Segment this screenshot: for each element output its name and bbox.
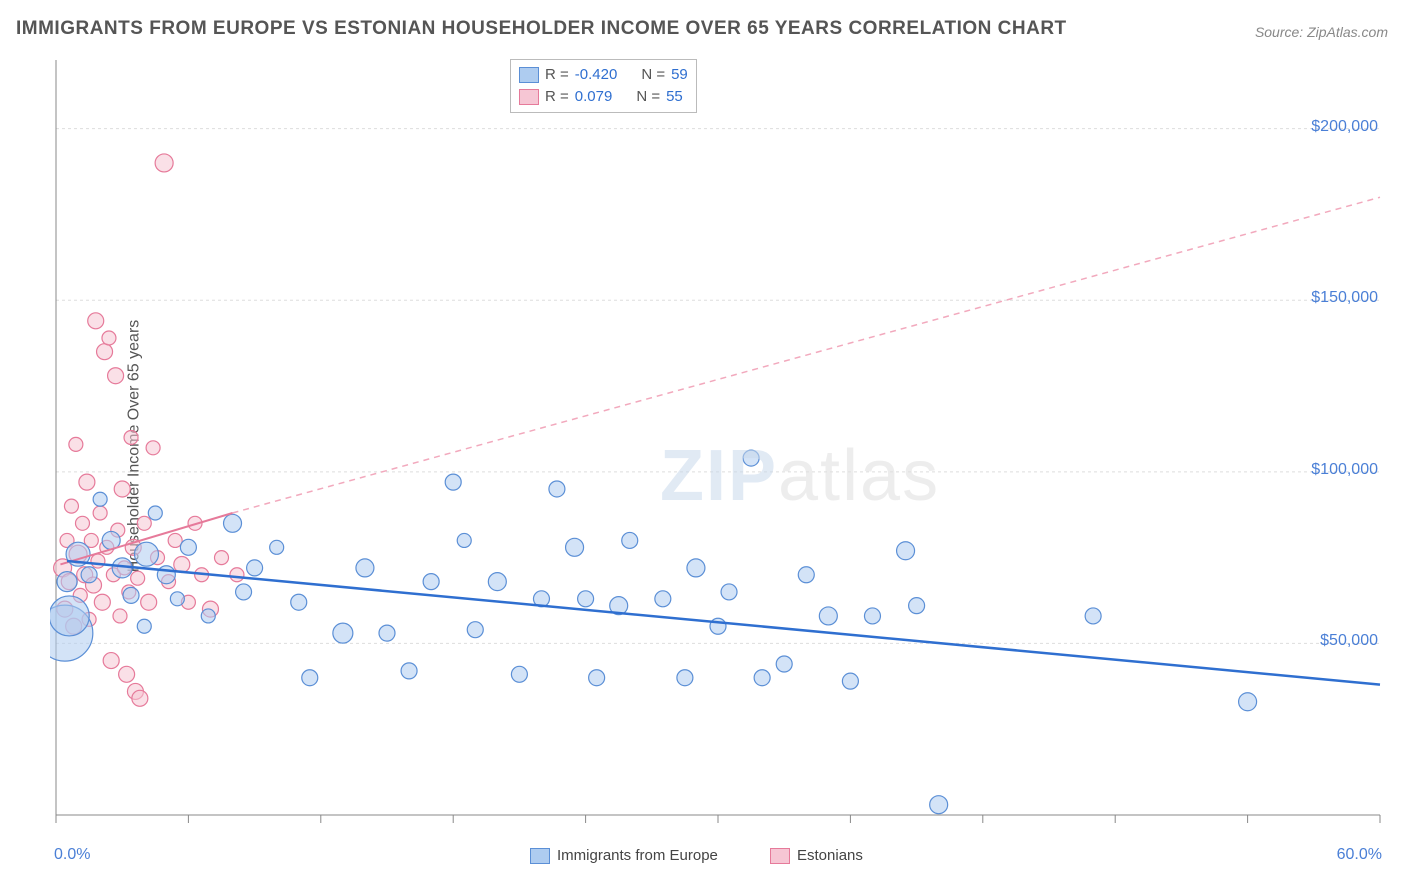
n-value: 59	[671, 64, 688, 86]
y-tick-label: $150,000	[1311, 289, 1378, 307]
n-label: N =	[636, 86, 660, 108]
legend-stats: R = -0.420 N = 59 R = 0.079 N = 55	[510, 59, 697, 113]
chart-container: IMMIGRANTS FROM EUROPE VS ESTONIAN HOUSE…	[0, 0, 1406, 892]
y-tick-label: $100,000	[1311, 461, 1378, 479]
source-label: Source: ZipAtlas.com	[1255, 24, 1388, 40]
legend-swatch-icon	[519, 67, 539, 83]
y-tick-label: $50,000	[1320, 632, 1378, 650]
r-value: 0.079	[575, 86, 613, 108]
legend-item: Estonians	[770, 847, 863, 864]
legend-stats-row: R = 0.079 N = 55	[519, 86, 688, 108]
legend-label: Immigrants from Europe	[557, 847, 718, 864]
x-axis-max: 60.0%	[1337, 846, 1382, 864]
chart-title: IMMIGRANTS FROM EUROPE VS ESTONIAN HOUSE…	[16, 18, 1067, 40]
legend-item: Immigrants from Europe	[530, 847, 718, 864]
legend-swatch-icon	[530, 848, 550, 864]
r-label: R =	[545, 64, 569, 86]
n-label: N =	[641, 64, 665, 86]
legend-swatch-icon	[770, 848, 790, 864]
x-axis-min: 0.0%	[54, 846, 90, 864]
chart-area: ZIPatlas R = -0.420 N = 59 R = 0.079 N =…	[50, 55, 1396, 862]
y-tick-label: $200,000	[1311, 118, 1378, 136]
n-value: 55	[666, 86, 683, 108]
r-label: R =	[545, 86, 569, 108]
scatter-chart	[50, 55, 1390, 845]
r-value: -0.420	[575, 64, 618, 86]
legend-swatch-icon	[519, 89, 539, 105]
legend-stats-row: R = -0.420 N = 59	[519, 64, 688, 86]
legend-label: Estonians	[797, 847, 863, 864]
